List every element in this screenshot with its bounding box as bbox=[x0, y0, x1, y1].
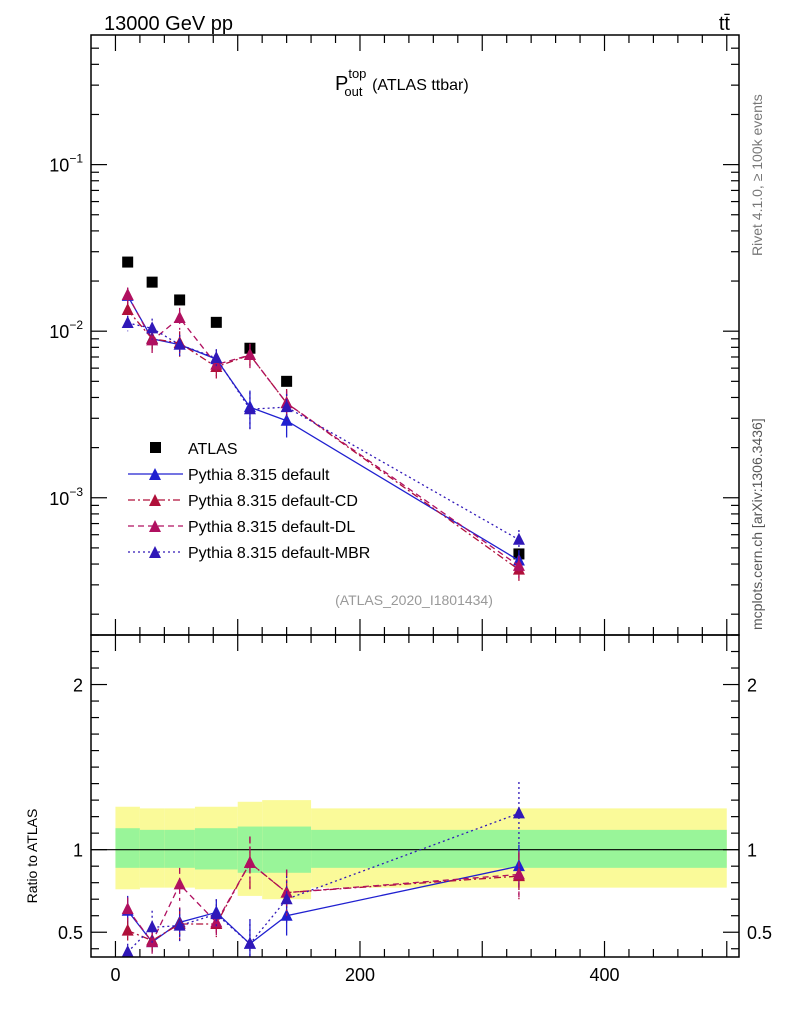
data-point bbox=[210, 316, 222, 328]
ratio-point bbox=[121, 902, 134, 915]
legend-label: Pythia 8.315 default-DL bbox=[188, 519, 355, 536]
y-tick-exponent: −1 bbox=[69, 152, 83, 166]
x-tick-label: 400 bbox=[589, 965, 619, 985]
process-label: tt̄ bbox=[719, 13, 731, 35]
data-point bbox=[210, 351, 223, 364]
y-tick-exponent: −2 bbox=[69, 318, 83, 332]
legend-marker bbox=[149, 520, 161, 532]
ratio-y-tick-label-right: 0.5 bbox=[747, 923, 772, 943]
legend-marker bbox=[149, 494, 161, 506]
legend-marker bbox=[150, 442, 161, 453]
y-tick-label: 10−2 bbox=[49, 318, 83, 342]
legend-entry: Pythia 8.315 default bbox=[128, 467, 330, 484]
legend-label: ATLAS bbox=[188, 441, 238, 458]
data-point bbox=[121, 303, 134, 316]
legend-label: Pythia 8.315 default-CD bbox=[188, 493, 358, 510]
data-point bbox=[122, 256, 134, 268]
legend-label: Pythia 8.315 default-MBR bbox=[188, 545, 370, 562]
legend-marker bbox=[149, 546, 161, 558]
legend-entry: Pythia 8.315 default-DL bbox=[128, 519, 355, 536]
y-tick-exponent: −3 bbox=[69, 485, 83, 499]
main-title: Ptop out (ATLAS ttbar) bbox=[335, 66, 469, 101]
y-tick-base: 10 bbox=[49, 489, 69, 509]
ratio-point bbox=[512, 867, 525, 880]
uncertainty-band-inner bbox=[164, 829, 195, 868]
legend-label: Pythia 8.315 default bbox=[188, 467, 330, 484]
rivet-version-label: Rivet 4.1.0, ≥ 100k events bbox=[749, 94, 765, 256]
data-point bbox=[281, 375, 293, 387]
y-tick-base: 10 bbox=[49, 322, 69, 342]
y-tick-label: 10−3 bbox=[49, 485, 83, 509]
main-title-symbol: P bbox=[335, 73, 348, 95]
energy-label: 13000 GeV pp bbox=[104, 13, 233, 35]
ratio-y-tick-label: 0.5 bbox=[58, 923, 83, 943]
main-title-rest: (ATLAS ttbar) bbox=[372, 77, 469, 94]
uncertainty-band-inner bbox=[194, 828, 238, 870]
ratio-frame bbox=[90, 634, 740, 958]
main-title-subscript: out bbox=[344, 84, 362, 99]
x-tick-label: 200 bbox=[345, 965, 375, 985]
data-point bbox=[174, 294, 186, 306]
data-point bbox=[173, 310, 186, 323]
ratio-point bbox=[121, 945, 134, 958]
data-point bbox=[243, 402, 256, 415]
data-point bbox=[512, 558, 525, 571]
series-atlas bbox=[122, 256, 525, 560]
ratio-panel: 2 2 1 1 0.5 0.5 0 200 400 Ratio to ATLAS bbox=[24, 634, 772, 985]
main-panel: 10−110−210−3 Ptop out (ATLAS ttbar) (ATLA… bbox=[49, 34, 740, 636]
analysis-tag: (ATLAS_2020_I1801434) bbox=[335, 592, 493, 608]
ratio-point bbox=[210, 907, 223, 920]
y-tick-label: 10−1 bbox=[49, 152, 83, 176]
source-label: mcplots.cern.ch [arXiv:1306.3436] bbox=[749, 418, 765, 630]
ratio-point bbox=[210, 915, 223, 928]
ratio-point bbox=[512, 806, 525, 819]
ratio-point bbox=[173, 918, 186, 931]
uncertainty-band-inner bbox=[115, 828, 140, 868]
data-point bbox=[280, 400, 293, 413]
ratio-point bbox=[280, 892, 293, 905]
data-point bbox=[146, 321, 159, 334]
legend-entry: ATLAS bbox=[150, 441, 238, 458]
ratio-y-tick-label: 1 bbox=[73, 841, 83, 861]
main-title-superscript: top bbox=[348, 66, 366, 81]
legend-entry: Pythia 8.315 default-CD bbox=[128, 493, 358, 510]
ratio-y-tick-label-right: 1 bbox=[747, 841, 757, 861]
x-tick-label: 0 bbox=[110, 965, 120, 985]
ratio-point bbox=[243, 936, 256, 949]
data-point bbox=[512, 532, 525, 545]
data-point bbox=[146, 276, 158, 288]
ratio-y-tick-label-right: 2 bbox=[747, 676, 757, 696]
series-pythia-8-315-default-mbr bbox=[121, 315, 525, 551]
data-point bbox=[173, 337, 186, 350]
y-tick-base: 10 bbox=[49, 156, 69, 176]
ratio-point bbox=[146, 920, 159, 933]
ratio-point bbox=[173, 877, 186, 890]
ratio-y-tick-label: 2 bbox=[73, 676, 83, 696]
data-point bbox=[210, 357, 223, 370]
ratio-point bbox=[243, 855, 256, 868]
legend-marker bbox=[149, 468, 161, 480]
legend-entry: Pythia 8.315 default-MBR bbox=[128, 545, 370, 562]
ratio-ylabel: Ratio to ATLAS bbox=[24, 809, 40, 904]
uncertainty-band-inner bbox=[139, 829, 165, 868]
data-point bbox=[243, 347, 256, 360]
legend: ATLAS Pythia 8.315 default Pythia 8.315 de… bbox=[128, 441, 370, 562]
ratio-series-pythia-8-315-default-mbr bbox=[121, 781, 525, 958]
data-point bbox=[121, 287, 134, 300]
data-point bbox=[121, 315, 134, 328]
ratio-point bbox=[121, 923, 134, 936]
